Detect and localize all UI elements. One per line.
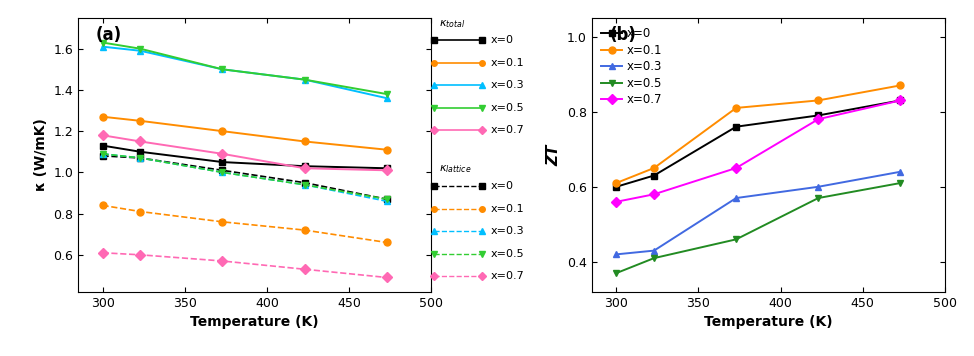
x=0.3: [611, 252, 622, 257]
Text: x=0.7: x=0.7: [491, 125, 524, 135]
Line: x=0.7: x=0.7: [613, 97, 904, 205]
Line: x=0: x=0: [613, 97, 904, 190]
Text: x=0.1: x=0.1: [491, 58, 524, 68]
Text: x=0.5: x=0.5: [491, 248, 524, 258]
Y-axis label: κ (W/mK): κ (W/mK): [33, 119, 48, 191]
x=0.1: [894, 83, 906, 88]
x=0.1: [648, 166, 659, 170]
x=0.5: [894, 181, 906, 185]
Line: x=0.1: x=0.1: [613, 82, 904, 187]
x=0.5: [648, 256, 659, 260]
Text: x=0.3: x=0.3: [491, 226, 524, 236]
x=0.3: [812, 185, 824, 189]
Y-axis label: ZT: ZT: [546, 144, 561, 166]
x=0.3: [648, 248, 659, 253]
x=0.5: [730, 237, 742, 241]
Text: x=0.1: x=0.1: [491, 204, 524, 214]
X-axis label: Temperature (K): Temperature (K): [704, 315, 833, 329]
x=0: [894, 98, 906, 103]
Text: x=0.5: x=0.5: [491, 103, 524, 113]
x=0.7: [611, 200, 622, 204]
x=0.7: [648, 192, 659, 197]
Line: x=0.3: x=0.3: [613, 168, 904, 258]
x=0.3: [730, 196, 742, 200]
Text: x=0.7: x=0.7: [491, 271, 524, 281]
x=0.7: [812, 117, 824, 121]
Text: $\kappa_{total}$: $\kappa_{total}$: [439, 18, 466, 30]
x=0: [812, 113, 824, 117]
x=0.5: [812, 196, 824, 200]
Text: x=0.3: x=0.3: [491, 80, 524, 90]
Legend: x=0, x=0.1, x=0.3, x=0.5, x=0.7: x=0, x=0.1, x=0.3, x=0.5, x=0.7: [596, 22, 667, 111]
x=0.7: [730, 166, 742, 170]
x=0.1: [812, 98, 824, 103]
Text: x=0: x=0: [491, 35, 513, 45]
X-axis label: Temperature (K): Temperature (K): [190, 315, 318, 329]
x=0.3: [894, 169, 906, 174]
Line: x=0.5: x=0.5: [613, 179, 904, 277]
x=0: [611, 185, 622, 189]
x=0.7: [894, 98, 906, 103]
Text: (a): (a): [95, 26, 122, 44]
Text: $\kappa_{lattice}$: $\kappa_{lattice}$: [439, 164, 471, 176]
x=0.5: [611, 271, 622, 275]
x=0: [648, 173, 659, 178]
x=0: [730, 125, 742, 129]
x=0.1: [730, 106, 742, 110]
x=0.1: [611, 181, 622, 185]
Text: (b): (b): [610, 26, 636, 44]
Text: x=0: x=0: [491, 181, 513, 191]
